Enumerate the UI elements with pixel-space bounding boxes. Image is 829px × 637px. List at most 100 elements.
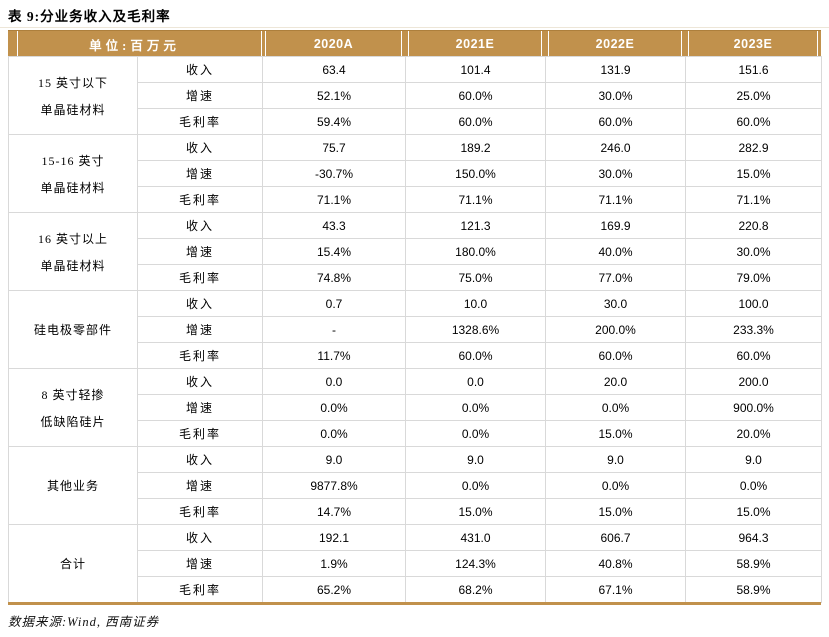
- value-cell: 30.0%: [685, 238, 822, 265]
- page-title: 表 9:分业务收入及毛利率: [8, 9, 171, 24]
- data-source-note: 数据来源:Wind, 西南证券: [8, 615, 160, 629]
- value-cell: 59.4%: [262, 108, 406, 135]
- group-label-cell: 8 英寸轻掺 低缺陷硅片: [8, 368, 138, 447]
- group-label-line: 8 英寸轻掺: [41, 387, 105, 402]
- group-label: 其他业务: [9, 477, 137, 494]
- header-col-2021E: 2021E: [408, 31, 542, 57]
- value-cell: 30.0%: [545, 160, 686, 187]
- title-divider: [0, 27, 829, 28]
- value-cell: 0.0%: [262, 420, 406, 447]
- value-cell: 220.8: [685, 212, 822, 239]
- value-cell: 77.0%: [545, 264, 686, 291]
- table-row: 增速 52.1% 60.0% 30.0% 25.0%: [9, 82, 822, 109]
- value-cell: 282.9: [685, 134, 822, 161]
- value-cell: 9.0: [262, 446, 406, 473]
- value-cell: 52.1%: [262, 82, 406, 109]
- value-cell: 30.0: [545, 290, 686, 317]
- value-cell: 0.0%: [545, 472, 686, 499]
- value-cell: -: [262, 316, 406, 343]
- value-cell: 40.8%: [545, 550, 686, 577]
- value-cell: 15.0%: [685, 498, 822, 525]
- table-row: 增速 -1328.6% 200.0% 233.3%: [9, 316, 822, 343]
- value-cell: 100.0: [685, 290, 822, 317]
- table-row: 毛利率 0.0% 0.0% 15.0% 20.0%: [9, 420, 822, 447]
- value-cell: 0.0%: [545, 394, 686, 421]
- group-label-cell: 其他业务: [8, 446, 138, 525]
- table-row: 增速 -30.7% 150.0% 30.0% 15.0%: [9, 160, 822, 187]
- group-label-line: 其他业务: [46, 479, 99, 493]
- value-cell: 74.8%: [262, 264, 406, 291]
- header-col-2022E: 2022E: [548, 31, 682, 57]
- metric-label-cell: 增速: [137, 550, 263, 577]
- metric-label-cell: 毛利率: [137, 186, 263, 213]
- value-cell: 0.0%: [262, 394, 406, 421]
- table-row: 增速 15.4% 180.0% 40.0% 30.0%: [9, 238, 822, 265]
- value-cell: 67.1%: [545, 576, 686, 603]
- metric-label-cell: 增速: [137, 472, 263, 499]
- table-row: 16 英寸以上 单晶硅材料 收入 43.3 121.3 169.9 220.8: [8, 212, 822, 291]
- metric-label-cell: 毛利率: [137, 264, 263, 291]
- value-cell: 1.9%: [262, 550, 406, 577]
- value-cell: 60.0%: [545, 108, 686, 135]
- value-cell: 79.0%: [685, 264, 822, 291]
- value-cell: 0.0: [405, 368, 546, 395]
- group-label-line: 单晶硅材料: [40, 258, 106, 273]
- table-row: 硅电极零部件 收入 0.7 10.0 30.0 100.0: [8, 290, 822, 369]
- value-cell: 30.0%: [545, 82, 686, 109]
- table-row: 毛利率 74.8% 75.0% 77.0% 79.0%: [9, 264, 822, 291]
- value-cell: 200.0: [685, 368, 822, 395]
- group-label-line: 15 英寸以下: [37, 75, 108, 90]
- table-row: 15-16 英寸 单晶硅材料 收入 75.7 189.2 246.0 282.9: [8, 134, 822, 213]
- value-cell: 0.0%: [405, 394, 546, 421]
- metric-label-cell: 收入: [137, 524, 263, 551]
- value-cell: 431.0: [405, 524, 546, 551]
- value-cell: 15.4%: [262, 238, 406, 265]
- value-cell: 15.0%: [545, 420, 686, 447]
- group-label: 合计: [9, 555, 137, 572]
- metric-label-cell: 毛利率: [137, 420, 263, 447]
- table-row: 增速 1.9% 124.3% 40.8% 58.9%: [9, 550, 822, 577]
- value-cell: 71.1%: [262, 186, 406, 213]
- metric-label-cell: 增速: [137, 160, 263, 187]
- value-cell: 15.0%: [685, 160, 822, 187]
- group-label: 硅电极零部件: [9, 321, 137, 338]
- value-cell: 131.9: [545, 56, 686, 83]
- value-cell: 124.3%: [405, 550, 546, 577]
- metric-label-cell: 收入: [137, 212, 263, 239]
- header-col-2023E: 2023E: [688, 31, 818, 57]
- value-cell: 9.0: [685, 446, 822, 473]
- value-cell: 0.0%: [405, 420, 546, 447]
- value-cell: 9.0: [405, 446, 546, 473]
- group-label: 16 英寸以上 单晶硅材料: [9, 230, 137, 274]
- value-cell: 11.7%: [262, 342, 406, 369]
- value-cell: 15.0%: [545, 498, 686, 525]
- table-bottom-rule: [8, 602, 821, 605]
- value-cell: 0.0: [262, 368, 406, 395]
- value-cell: 58.9%: [685, 550, 822, 577]
- value-cell: 200.0%: [545, 316, 686, 343]
- header-left-separator: [17, 31, 18, 56]
- group-label-cell: 合计: [8, 524, 138, 603]
- table-header-bar: 单位:百万元 2020A 2021E 2022E 2023E: [8, 30, 821, 57]
- value-cell: 9.0: [545, 446, 686, 473]
- value-cell: 246.0: [545, 134, 686, 161]
- value-cell: 60.0%: [685, 108, 822, 135]
- group-label-line: 合计: [59, 557, 86, 571]
- value-cell: 63.4: [262, 56, 406, 83]
- value-cell: 43.3: [262, 212, 406, 239]
- value-cell: 180.0%: [405, 238, 546, 265]
- table-row: 15 英寸以下 单晶硅材料 收入 63.4 101.4 131.9 151.6: [8, 56, 822, 135]
- metric-label-cell: 收入: [137, 446, 263, 473]
- metric-label-cell: 毛利率: [137, 576, 263, 603]
- metric-label-cell: 增速: [137, 316, 263, 343]
- value-cell: 9877.8%: [262, 472, 406, 499]
- metric-label-cell: 毛利率: [137, 342, 263, 369]
- table-row: 其他业务 收入 9.0 9.0 9.0 9.0: [8, 446, 822, 525]
- value-cell: 192.1: [262, 524, 406, 551]
- value-cell: 65.2%: [262, 576, 406, 603]
- metric-label-cell: 增速: [137, 238, 263, 265]
- value-cell: 75.0%: [405, 264, 546, 291]
- value-cell: 60.0%: [405, 108, 546, 135]
- metric-label-cell: 收入: [137, 134, 263, 161]
- value-cell: 233.3%: [685, 316, 822, 343]
